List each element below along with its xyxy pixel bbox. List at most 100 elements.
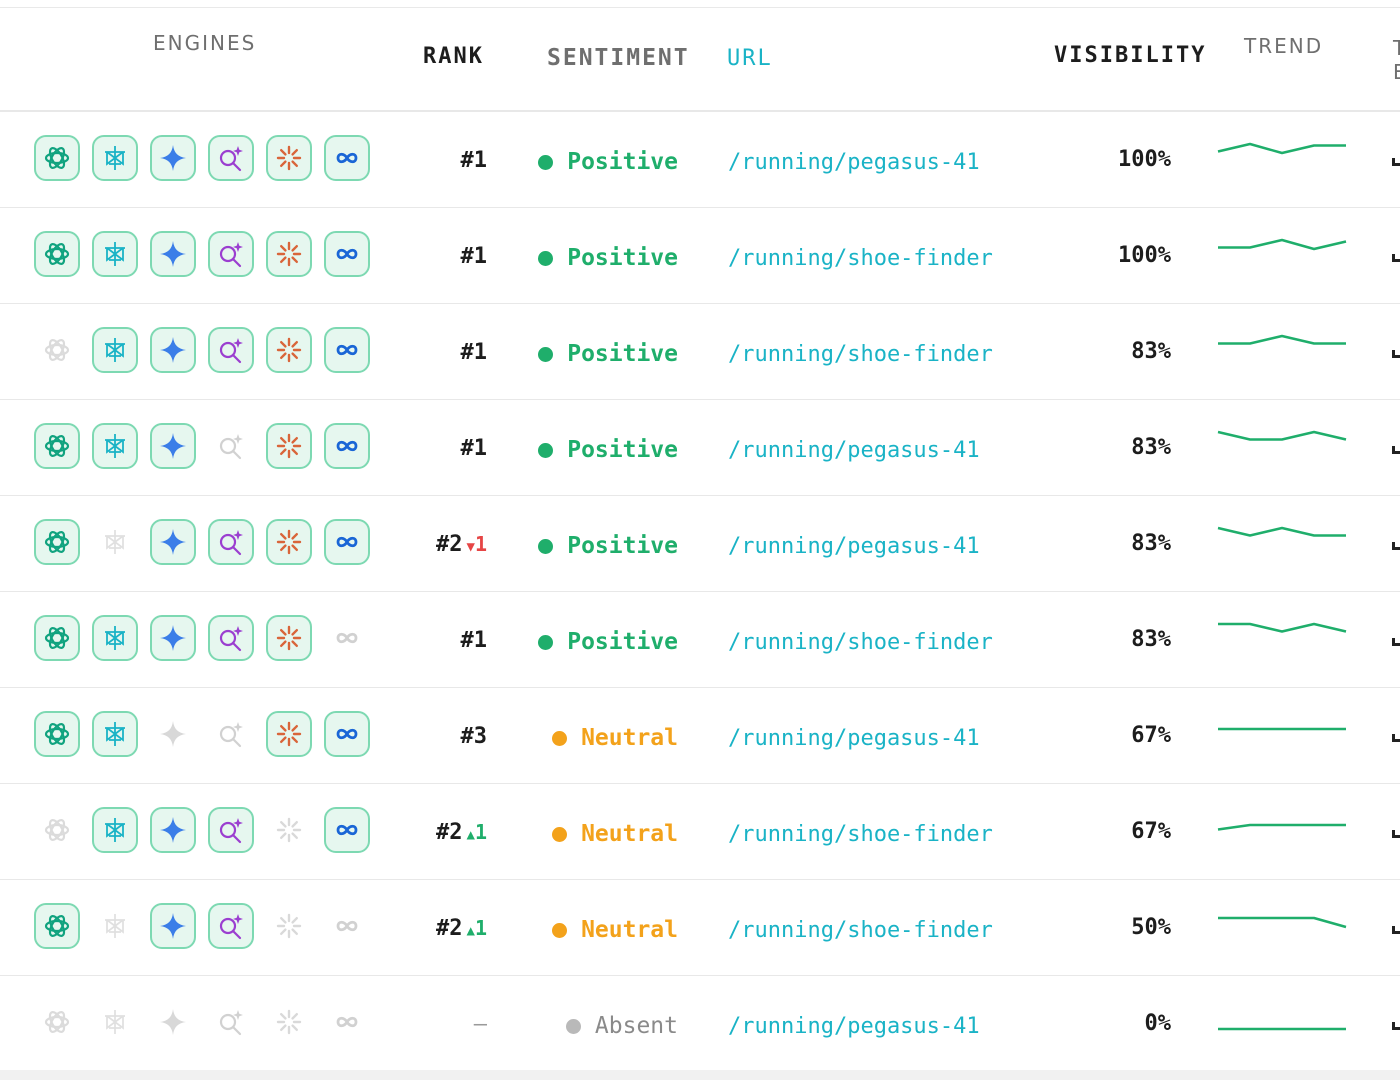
- gemini-icon[interactable]: [150, 231, 196, 277]
- perplexity-icon[interactable]: [92, 711, 138, 757]
- header-url[interactable]: URL: [727, 46, 773, 71]
- header-rank[interactable]: RANK: [423, 44, 484, 69]
- url-link[interactable]: /running/shoe-finder: [728, 630, 993, 655]
- chatgpt-icon[interactable]: [34, 423, 80, 469]
- table-row[interactable]: #1 Positive/running/shoe-finder 100%: [0, 208, 1400, 304]
- url-link[interactable]: /running/pegasus-41: [728, 726, 980, 751]
- url-link[interactable]: /running/shoe-finder: [728, 822, 993, 847]
- gemini-icon[interactable]: [150, 615, 196, 661]
- header-cut-off[interactable]: TE: [1393, 36, 1400, 84]
- sentiment-dot-icon: [552, 826, 568, 842]
- perplexity-icon[interactable]: [92, 423, 138, 469]
- table-body: #1 Positive/running/pegasus-41 100% #1 Posit…: [0, 112, 1400, 1071]
- chatgpt-icon[interactable]: [34, 519, 80, 565]
- table-row[interactable]: #3 Neutral/running/pegasus-41 67%: [0, 688, 1400, 784]
- table-row[interactable]: #1 Positive/running/pegasus-41 83%: [0, 400, 1400, 496]
- chatgpt-icon[interactable]: [34, 903, 80, 949]
- perplexity-icon[interactable]: [92, 903, 138, 949]
- claude-icon[interactable]: [266, 999, 312, 1045]
- meta-ai-icon[interactable]: [324, 807, 370, 853]
- claude-icon[interactable]: [266, 423, 312, 469]
- chatgpt-icon[interactable]: [34, 615, 80, 661]
- perplexity-icon[interactable]: [92, 519, 138, 565]
- sentiment-dot-icon: [538, 154, 554, 170]
- claude-icon[interactable]: [266, 519, 312, 565]
- perplexity-icon[interactable]: [92, 327, 138, 373]
- sentiment-badge: Neutral: [552, 725, 678, 751]
- perplexity-icon[interactable]: [92, 615, 138, 661]
- ai-search-icon[interactable]: [208, 231, 254, 277]
- rank-value: #1: [461, 148, 488, 173]
- url-link[interactable]: /running/shoe-finder: [728, 246, 993, 271]
- meta-ai-icon[interactable]: [324, 327, 370, 373]
- gemini-icon[interactable]: [150, 807, 196, 853]
- sentiment-badge: Positive: [538, 341, 678, 367]
- sentiment-label: Positive: [567, 437, 678, 463]
- claude-icon[interactable]: [266, 711, 312, 757]
- table-row[interactable]: #1 Positive/running/pegasus-41 100%: [0, 112, 1400, 208]
- ai-search-icon[interactable]: [208, 807, 254, 853]
- gemini-icon[interactable]: [150, 999, 196, 1045]
- url-link[interactable]: /running/shoe-finder: [728, 342, 993, 367]
- ai-search-icon[interactable]: [208, 327, 254, 373]
- header-visibility[interactable]: VISIBILITY: [1054, 43, 1207, 68]
- table-row[interactable]: #2 ▲1 Neutral/running/shoe-finder 67%: [0, 784, 1400, 880]
- gemini-icon[interactable]: [150, 903, 196, 949]
- meta-ai-icon[interactable]: [324, 903, 370, 949]
- url-link[interactable]: /running/shoe-finder: [728, 918, 993, 943]
- url-link[interactable]: /running/pegasus-41: [728, 438, 980, 463]
- claude-icon[interactable]: [266, 327, 312, 373]
- trend-line: [1218, 916, 1347, 929]
- table-row[interactable]: #2 ▼1 Positive/running/pegasus-41 83%: [0, 496, 1400, 592]
- ai-search-icon[interactable]: [208, 999, 254, 1045]
- sentiment-dot-icon: [552, 922, 568, 938]
- header-trend[interactable]: TREND: [1244, 34, 1324, 58]
- gemini-icon[interactable]: [150, 423, 196, 469]
- claude-icon[interactable]: [266, 615, 312, 661]
- meta-ai-icon[interactable]: [324, 999, 370, 1045]
- meta-ai-icon[interactable]: [324, 423, 370, 469]
- perplexity-icon[interactable]: [92, 135, 138, 181]
- table-row[interactable]: #1 Positive/running/shoe-finder 83%: [0, 592, 1400, 688]
- ai-search-icon[interactable]: [208, 615, 254, 661]
- triangle-up-icon: ▲: [466, 923, 475, 939]
- ai-search-icon[interactable]: [208, 519, 254, 565]
- table-row[interactable]: – Absent/running/pegasus-41 0%: [0, 976, 1400, 1071]
- chatgpt-icon[interactable]: [34, 135, 80, 181]
- header-engines[interactable]: ENGINES: [153, 31, 257, 55]
- url-link[interactable]: /running/pegasus-41: [728, 534, 980, 559]
- gemini-icon[interactable]: [150, 135, 196, 181]
- chatgpt-icon[interactable]: [34, 711, 80, 757]
- perplexity-icon[interactable]: [92, 999, 138, 1045]
- chatgpt-icon[interactable]: [34, 999, 80, 1045]
- ai-search-icon[interactable]: [208, 903, 254, 949]
- gemini-icon[interactable]: [150, 327, 196, 373]
- meta-ai-icon[interactable]: [324, 231, 370, 277]
- claude-icon[interactable]: [266, 135, 312, 181]
- sentiment-badge: Positive: [538, 245, 678, 271]
- table-row[interactable]: #2 ▲1 Neutral/running/shoe-finder 50%: [0, 880, 1400, 976]
- chatgpt-icon[interactable]: [34, 327, 80, 373]
- gemini-icon[interactable]: [150, 711, 196, 757]
- table-row[interactable]: #1 Positive/running/shoe-finder 83%: [0, 304, 1400, 400]
- url-link[interactable]: /running/pegasus-41: [728, 1014, 980, 1039]
- header-sentiment[interactable]: SENTIMENT: [547, 45, 690, 71]
- rank-label: #1: [460, 148, 488, 173]
- meta-ai-icon[interactable]: [324, 135, 370, 181]
- url-link[interactable]: /running/pegasus-41: [728, 150, 980, 175]
- gemini-icon[interactable]: [150, 519, 196, 565]
- meta-ai-icon[interactable]: [324, 615, 370, 661]
- rank-value: #2 ▲1: [436, 916, 487, 941]
- meta-ai-icon[interactable]: [324, 711, 370, 757]
- claude-icon[interactable]: [266, 807, 312, 853]
- perplexity-icon[interactable]: [92, 807, 138, 853]
- claude-icon[interactable]: [266, 903, 312, 949]
- ai-search-icon[interactable]: [208, 423, 254, 469]
- claude-icon[interactable]: [266, 231, 312, 277]
- chatgpt-icon[interactable]: [34, 807, 80, 853]
- ai-search-icon[interactable]: [208, 135, 254, 181]
- perplexity-icon[interactable]: [92, 231, 138, 277]
- meta-ai-icon[interactable]: [324, 519, 370, 565]
- ai-search-icon[interactable]: [208, 711, 254, 757]
- chatgpt-icon[interactable]: [34, 231, 80, 277]
